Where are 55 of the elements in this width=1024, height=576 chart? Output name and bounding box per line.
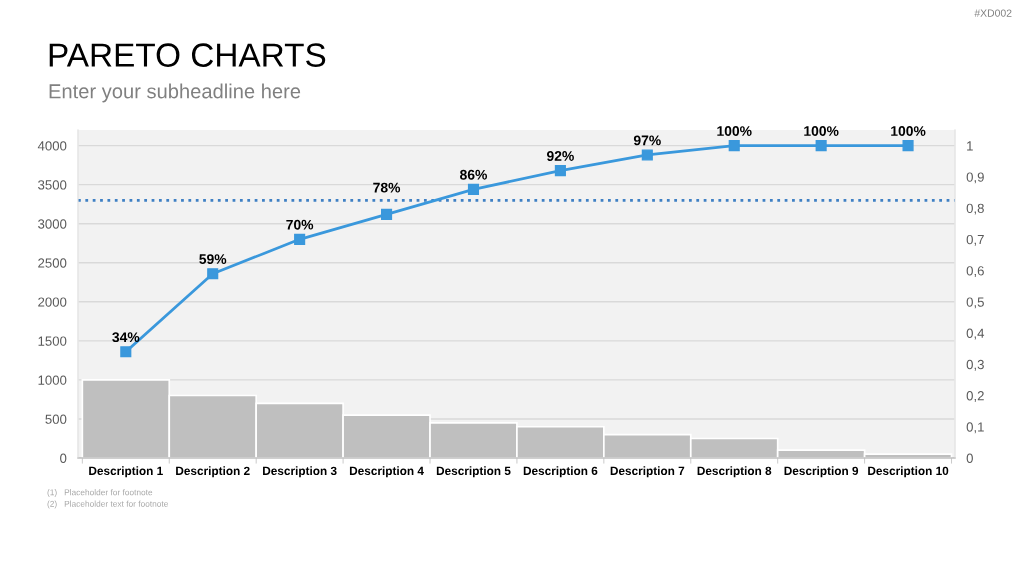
point — [381, 208, 393, 220]
data-label: 100% — [717, 126, 752, 136]
y2-tick-label: 0,1 — [966, 422, 984, 434]
y-tick-label: 0 — [60, 453, 67, 463]
y2-tick-label: 0 — [966, 453, 973, 463]
point — [815, 140, 827, 152]
x-tick-label: Description 2 — [176, 466, 250, 478]
y2-tick-label: 0,7 — [966, 234, 984, 246]
data-label: 100% — [804, 126, 839, 136]
text: #XD002 — [974, 9, 1012, 17]
data-label: 97% — [633, 135, 661, 146]
data-label: 78% — [373, 182, 401, 193]
data-label: 70% — [286, 219, 314, 230]
y2-tick-label: 1 — [967, 141, 973, 151]
point — [902, 140, 914, 152]
data-label: 34% — [112, 332, 140, 343]
data-label: 92% — [546, 151, 574, 161]
x-tick-label: Description 6 — [523, 466, 598, 478]
x-tick-label: Description 4 — [349, 466, 424, 478]
data-label: 59% — [199, 254, 227, 265]
text: (1) Placeholder for footnote — [47, 489, 153, 497]
y2-tick-label: 0,8 — [966, 203, 984, 215]
y2-tick-label: 0,9 — [966, 172, 984, 184]
text: (2) Placeholder text for footnote — [47, 500, 168, 509]
x-tick-label: Description 10 — [868, 466, 949, 478]
point — [641, 149, 653, 161]
chart-subtitle: Enter your subheadline here — [49, 83, 301, 103]
x-tick-label: Description 7 — [610, 466, 685, 478]
x-tick-label: Description 9 — [784, 466, 859, 478]
point — [120, 346, 132, 358]
y-tick-label: 2500 — [38, 258, 67, 268]
y-tick-label: 1000 — [38, 375, 67, 385]
x-tick-label: Description 8 — [697, 466, 772, 478]
y2-tick-label: 0,6 — [966, 266, 984, 278]
y-tick-label: 1500 — [38, 336, 67, 346]
y-tick-label: 3000 — [38, 219, 67, 229]
point — [294, 233, 306, 245]
x-tick-label: Description 1 — [89, 466, 163, 478]
x-tick-label: Description 3 — [263, 466, 337, 478]
point — [728, 140, 740, 152]
data-label: 100% — [891, 126, 926, 136]
y2-tick-label: 0,3 — [966, 359, 984, 371]
y-tick-label: 4000 — [37, 141, 67, 151]
data-label: 86% — [460, 169, 488, 180]
chart-title: PARETO CHARTS — [49, 43, 326, 67]
y2-tick-label: 0,4 — [966, 328, 985, 340]
point — [554, 165, 566, 177]
y2-tick-label: 0,2 — [966, 391, 984, 402]
x-tick-label: Description 5 — [436, 466, 511, 478]
point — [467, 183, 480, 195]
y-tick-label: 500 — [45, 414, 67, 424]
y-tick-label: 3500 — [38, 180, 67, 190]
point — [207, 268, 219, 280]
y2-tick-label: 0,5 — [966, 297, 984, 309]
y-tick-label: 2000 — [38, 297, 67, 307]
